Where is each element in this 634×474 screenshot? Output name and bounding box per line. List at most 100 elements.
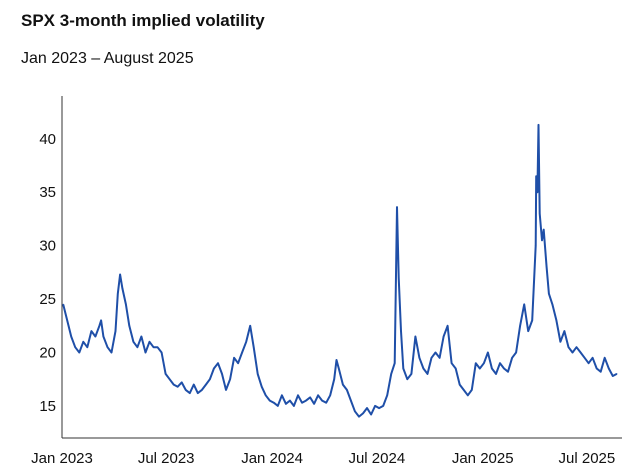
- data-point: [245, 341, 247, 343]
- data-point: [140, 335, 142, 338]
- data-point: [313, 403, 315, 405]
- data-point: [559, 341, 562, 343]
- x-tick-label: Jan 2023: [31, 450, 93, 467]
- data-point: [398, 277, 400, 279]
- data-point: [479, 367, 481, 370]
- data-point: [66, 319, 68, 321]
- data-point: [114, 330, 117, 332]
- data-point: [132, 341, 134, 343]
- data-point: [209, 378, 211, 380]
- data-point: [233, 357, 235, 359]
- data-point: [535, 175, 537, 177]
- data-point: [571, 351, 574, 354]
- series-line: [62, 123, 618, 418]
- data-point: [503, 367, 505, 370]
- data-point: [537, 124, 540, 126]
- data-point: [370, 413, 372, 416]
- data-point: [225, 389, 227, 391]
- data-point: [531, 319, 533, 321]
- data-point: [205, 384, 207, 386]
- data-point: [390, 373, 392, 375]
- data-point: [269, 400, 271, 402]
- x-tick-label: Jul 2023: [138, 450, 195, 467]
- data-point: [491, 367, 493, 370]
- data-point: [117, 293, 119, 295]
- data-point: [426, 373, 429, 375]
- data-point: [110, 351, 113, 354]
- data-point: [253, 346, 255, 348]
- x-tick-label: Jan 2025: [452, 450, 514, 467]
- data-point: [600, 371, 602, 373]
- data-point: [261, 386, 263, 388]
- data-point: [358, 416, 360, 418]
- data-point: [338, 367, 340, 370]
- data-point: [197, 392, 199, 394]
- data-point: [229, 378, 231, 380]
- data-point: [325, 402, 327, 404]
- data-point: [128, 325, 130, 327]
- data-point: [555, 319, 558, 321]
- data-point: [144, 351, 147, 354]
- data-point: [402, 367, 404, 370]
- data-point: [193, 384, 195, 386]
- y-tick-label: 35: [39, 184, 56, 201]
- data-point: [125, 303, 127, 305]
- data-point: [74, 346, 76, 348]
- data-point: [346, 389, 348, 391]
- data-point: [335, 359, 338, 361]
- y-tick-labels: 15 20 25 30 35 40: [39, 131, 56, 415]
- data-point: [301, 402, 303, 404]
- data-point: [281, 394, 283, 396]
- data-point: [165, 373, 167, 375]
- data-point: [249, 325, 251, 327]
- data-point: [378, 407, 380, 409]
- data-point: [451, 362, 453, 364]
- data-point: [119, 273, 121, 276]
- data-point: [189, 392, 191, 394]
- data-point: [241, 351, 243, 354]
- data-point: [333, 378, 335, 380]
- data-point: [414, 335, 416, 338]
- data-point: [511, 357, 513, 359]
- data-point: [507, 371, 509, 373]
- data-point: [439, 357, 441, 359]
- x-tick-labels: Jan 2023 Jul 2023 Jan 2024 Jul 2024 Jan 2025…: [31, 450, 615, 467]
- data-point: [309, 396, 311, 398]
- data-point: [410, 373, 412, 375]
- y-tick-label: 30: [39, 238, 56, 255]
- y-tick-label: 25: [39, 291, 56, 308]
- data-point: [463, 389, 465, 391]
- data-point: [221, 373, 223, 375]
- data-point: [386, 394, 388, 396]
- data-point: [455, 367, 457, 370]
- data-point: [483, 362, 485, 364]
- data-point: [121, 287, 123, 289]
- data-point: [257, 373, 259, 375]
- data-point: [293, 405, 295, 407]
- y-tick-label: 40: [39, 131, 56, 148]
- data-point: [148, 341, 151, 343]
- data-point: [82, 341, 84, 343]
- y-tick-label: 15: [39, 398, 56, 415]
- data-point: [305, 400, 307, 402]
- data-point: [362, 412, 364, 414]
- data-point: [394, 362, 396, 364]
- data-point: [539, 213, 541, 215]
- data-point: [94, 335, 96, 338]
- data-point: [515, 351, 517, 354]
- data-point: [475, 362, 477, 364]
- data-point: [548, 293, 550, 295]
- data-point: [70, 335, 72, 338]
- data-point: [584, 357, 586, 359]
- data-point: [78, 351, 80, 354]
- data-point: [102, 335, 104, 338]
- series-group: [62, 123, 618, 418]
- data-point: [169, 378, 171, 380]
- data-point: [443, 335, 445, 338]
- data-point: [265, 394, 267, 396]
- data-point: [136, 346, 138, 348]
- data-point: [580, 351, 582, 354]
- data-point: [329, 394, 331, 396]
- data-point: [106, 346, 109, 348]
